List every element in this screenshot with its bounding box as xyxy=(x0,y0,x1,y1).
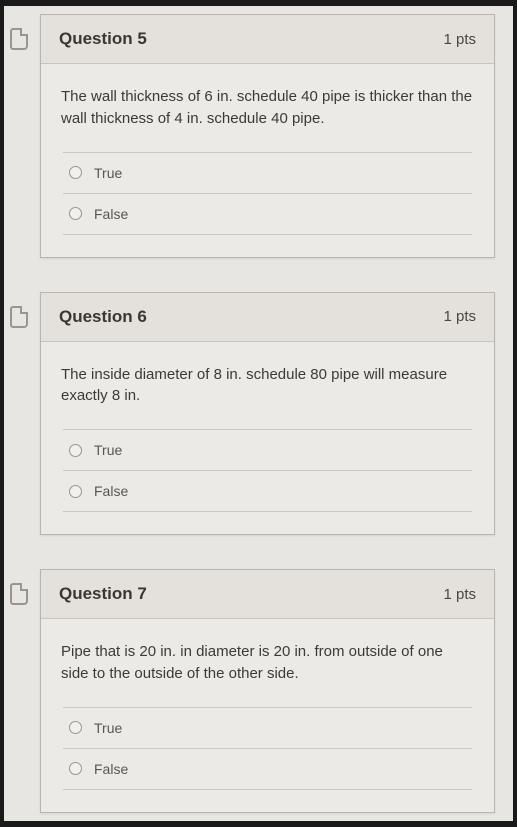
answer-options: True False xyxy=(63,707,472,790)
answer-options: True False xyxy=(63,429,472,512)
question-prompt: The inside diameter of 8 in. schedule 80… xyxy=(61,364,474,408)
page-icon xyxy=(10,28,28,50)
radio-icon xyxy=(69,485,82,498)
answer-option-true[interactable]: True xyxy=(63,708,472,749)
option-label: False xyxy=(94,206,128,222)
question-points: 1 pts xyxy=(443,308,476,325)
question-header: Question 5 1 pts xyxy=(41,15,494,64)
question-card: Question 6 1 pts The inside diameter of … xyxy=(40,292,495,536)
radio-icon xyxy=(69,721,82,734)
radio-icon xyxy=(69,444,82,457)
answer-option-true[interactable]: True xyxy=(63,430,472,471)
question-block: Question 6 1 pts The inside diameter of … xyxy=(12,292,495,536)
question-header: Question 7 1 pts xyxy=(41,570,494,619)
question-points: 1 pts xyxy=(443,31,476,48)
question-points: 1 pts xyxy=(443,586,476,603)
answer-option-true[interactable]: True xyxy=(63,153,472,194)
question-title: Question 6 xyxy=(59,307,147,327)
question-prompt: Pipe that is 20 in. in diameter is 20 in… xyxy=(61,641,474,685)
question-title: Question 7 xyxy=(59,584,147,604)
answer-option-false[interactable]: False xyxy=(63,471,472,512)
option-label: False xyxy=(94,761,128,777)
question-header: Question 6 1 pts xyxy=(41,293,494,342)
option-label: False xyxy=(94,483,128,499)
question-body: Pipe that is 20 in. in diameter is 20 in… xyxy=(41,619,494,812)
question-block: Question 5 1 pts The wall thickness of 6… xyxy=(12,14,495,258)
radio-icon xyxy=(69,762,82,775)
answer-options: True False xyxy=(63,152,472,235)
radio-icon xyxy=(69,207,82,220)
question-prompt: The wall thickness of 6 in. schedule 40 … xyxy=(61,86,474,130)
option-label: True xyxy=(94,165,122,181)
question-body: The inside diameter of 8 in. schedule 80… xyxy=(41,342,494,535)
page-icon xyxy=(10,583,28,605)
question-title: Question 5 xyxy=(59,29,147,49)
question-card: Question 7 1 pts Pipe that is 20 in. in … xyxy=(40,569,495,813)
answer-option-false[interactable]: False xyxy=(63,749,472,790)
option-label: True xyxy=(94,442,122,458)
option-label: True xyxy=(94,720,122,736)
question-body: The wall thickness of 6 in. schedule 40 … xyxy=(41,64,494,257)
question-card: Question 5 1 pts The wall thickness of 6… xyxy=(40,14,495,258)
answer-option-false[interactable]: False xyxy=(63,194,472,235)
page-surface: Question 5 1 pts The wall thickness of 6… xyxy=(4,6,513,821)
page-icon xyxy=(10,306,28,328)
radio-icon xyxy=(69,166,82,179)
question-block: Question 7 1 pts Pipe that is 20 in. in … xyxy=(12,569,495,813)
